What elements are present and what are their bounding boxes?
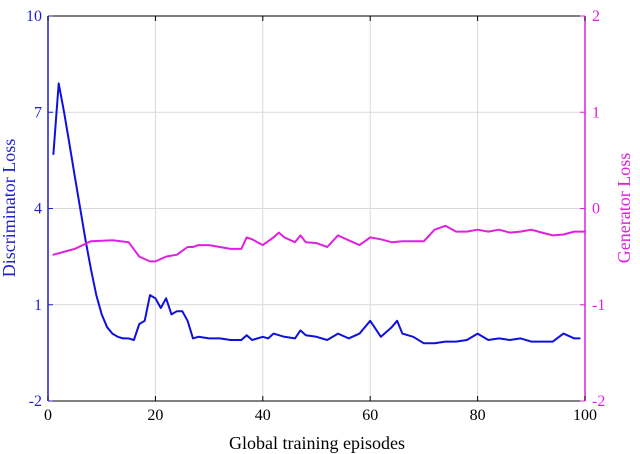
- x-tick-label-100: 100: [573, 407, 597, 424]
- series-line-discriminator: [52, 82, 581, 345]
- left-y-tick-label-4: 4: [34, 201, 42, 218]
- right-y-tick-label--2: -2: [592, 393, 605, 410]
- left-y-tick-label--2: -2: [29, 393, 42, 410]
- right-y-tick-label-2: 2: [592, 8, 600, 25]
- x-tick-label-80: 80: [470, 407, 486, 424]
- left-y-tick-label-7: 7: [34, 104, 42, 121]
- x-tick-label-40: 40: [255, 407, 271, 424]
- x-axis-label: Global training episodes: [229, 433, 405, 453]
- right-y-tick-label-1: 1: [592, 104, 600, 121]
- left-y-tick-label-1: 1: [34, 297, 42, 314]
- right-y-tick-label-0: 0: [592, 201, 600, 218]
- series-layer: [52, 82, 586, 345]
- x-tick-label-20: 20: [147, 407, 163, 424]
- x-tick-label-60: 60: [362, 407, 378, 424]
- left-y-tick-label-10: 10: [26, 8, 42, 25]
- left-y-axis-label: Discriminator Loss: [0, 139, 19, 277]
- right-y-axis-label: Generator Loss: [614, 153, 634, 263]
- right-y-tick-label--1: -1: [592, 297, 605, 314]
- x-tick-label-0: 0: [44, 407, 52, 424]
- series-line-generator: [52, 224, 586, 263]
- grid-lines: [48, 16, 585, 401]
